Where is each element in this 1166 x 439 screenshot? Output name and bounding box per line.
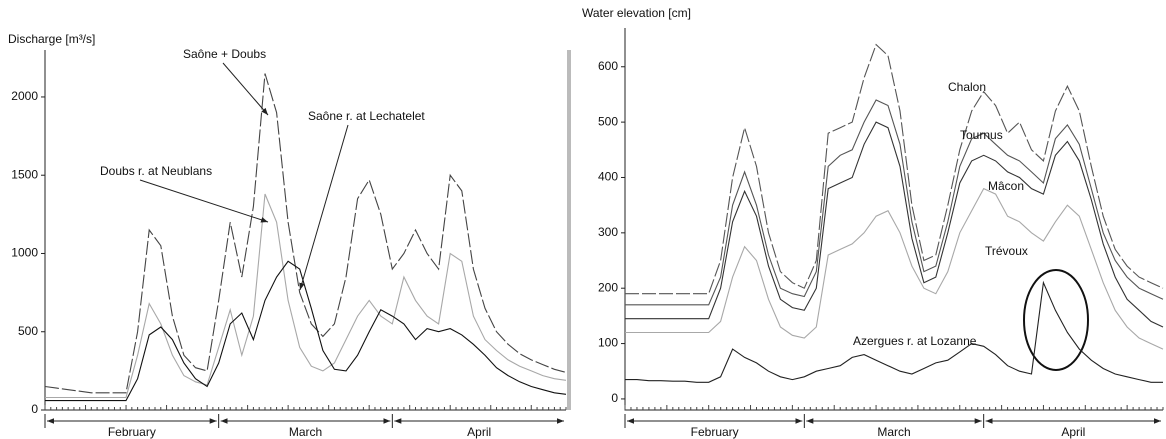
y-tick-label: 0 bbox=[611, 391, 618, 405]
x-tick-label: March bbox=[877, 425, 910, 439]
y-axis-title: Discharge [m³/s] bbox=[8, 32, 95, 46]
label-arrow bbox=[222, 62, 269, 116]
label-arrow bbox=[139, 179, 269, 223]
y-axis-title: Water elevation [cm] bbox=[582, 6, 691, 20]
x-tick-label: April bbox=[1061, 425, 1085, 439]
series-line bbox=[45, 193, 567, 399]
series-line bbox=[45, 260, 567, 402]
y-tick-label: 1500 bbox=[11, 167, 38, 181]
series-label: Saône + Doubs bbox=[183, 47, 266, 61]
y-tick-label: 400 bbox=[598, 170, 618, 184]
series-label: Trévoux bbox=[985, 244, 1028, 258]
y-tick-label: 500 bbox=[598, 114, 618, 128]
y-tick-label: 2000 bbox=[11, 89, 38, 103]
x-tick-label: February bbox=[108, 425, 156, 439]
series-line bbox=[625, 99, 1164, 306]
y-tick-label: 500 bbox=[18, 324, 38, 338]
series-label: Saône r. at Lechatelet bbox=[308, 109, 425, 123]
y-tick-label: 1000 bbox=[11, 246, 38, 260]
y-tick-label: 300 bbox=[598, 225, 618, 239]
y-tick-label: 600 bbox=[598, 59, 618, 73]
series-label: Azergues r. at Lozanne bbox=[853, 334, 977, 348]
series-line bbox=[625, 43, 1164, 295]
series-line bbox=[625, 121, 1164, 328]
series-label: Chalon bbox=[948, 80, 986, 94]
x-tick-label: February bbox=[691, 425, 739, 439]
x-tick-label: April bbox=[467, 425, 491, 439]
series-line bbox=[625, 280, 1163, 383]
y-tick-label: 0 bbox=[31, 402, 38, 416]
x-tick-label: March bbox=[289, 425, 322, 439]
series-line bbox=[625, 187, 1164, 350]
label-arrow bbox=[299, 124, 349, 291]
y-tick-label: 200 bbox=[598, 280, 618, 294]
highlight-ellipse bbox=[1023, 269, 1089, 371]
series-line bbox=[44, 73, 567, 394]
series-label: Tournus bbox=[960, 128, 1003, 142]
series-label: Mâcon bbox=[988, 179, 1024, 193]
y-tick-label: 100 bbox=[598, 336, 618, 350]
series-label: Doubs r. at Neublans bbox=[100, 164, 212, 178]
